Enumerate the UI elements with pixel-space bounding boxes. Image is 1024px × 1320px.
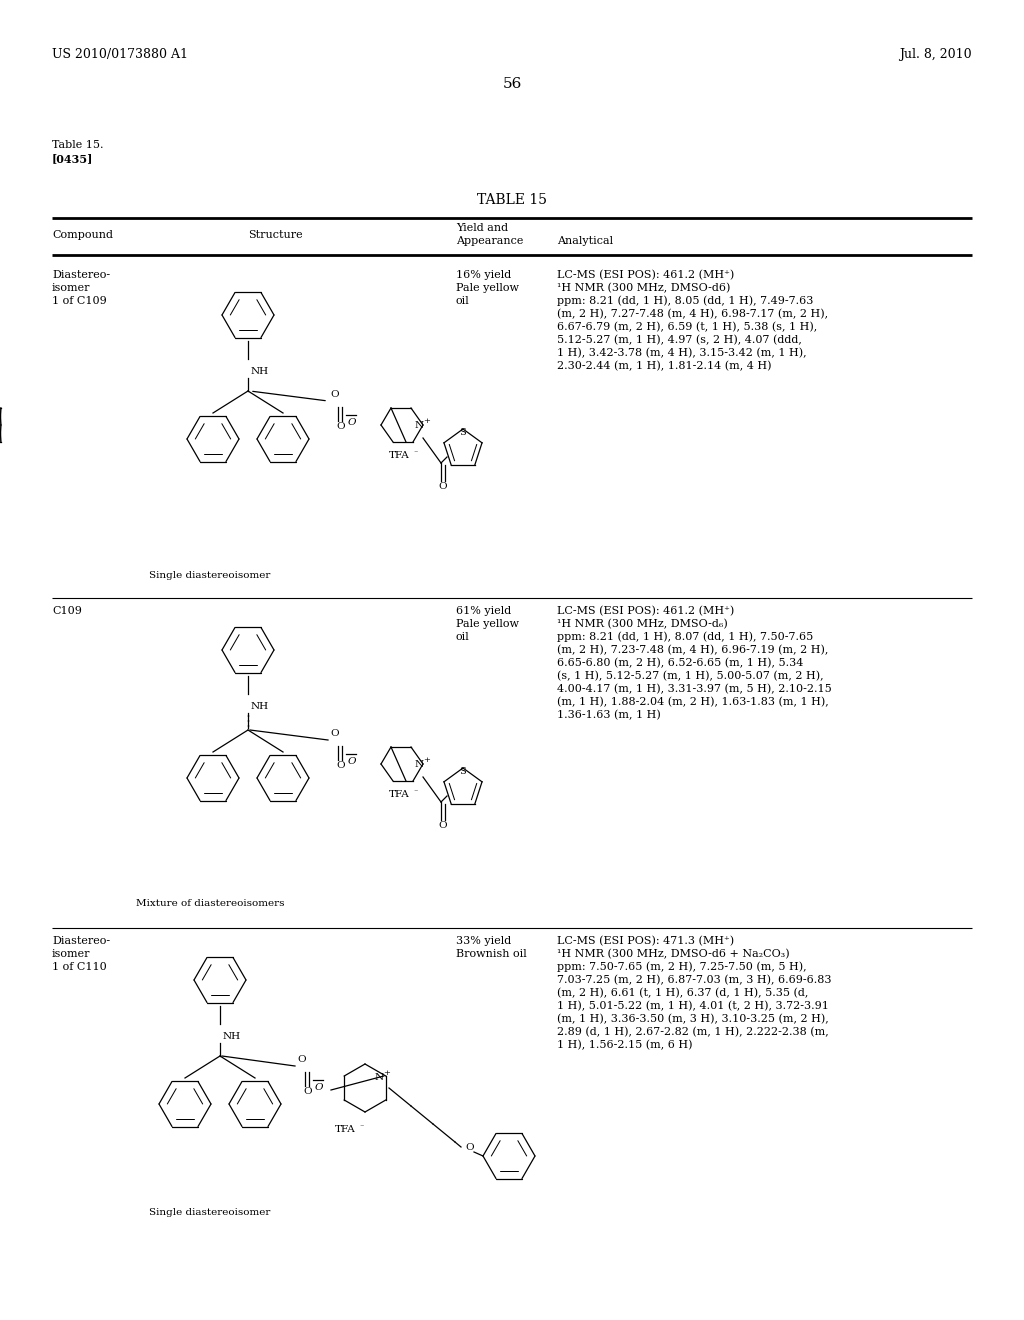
Text: ⁻: ⁻: [413, 789, 418, 797]
Text: 1 H), 5.01-5.22 (m, 1 H), 4.01 (t, 2 H), 3.72-3.91: 1 H), 5.01-5.22 (m, 1 H), 4.01 (t, 2 H),…: [557, 1001, 828, 1011]
Text: (m, 1 H), 1.88-2.04 (m, 2 H), 1.63-1.83 (m, 1 H),: (m, 1 H), 1.88-2.04 (m, 2 H), 1.63-1.83 …: [557, 697, 828, 708]
Text: C109: C109: [52, 606, 82, 616]
Text: O: O: [330, 389, 339, 399]
Text: 1.36-1.63 (m, 1 H): 1.36-1.63 (m, 1 H): [557, 710, 660, 719]
Text: 33% yield: 33% yield: [456, 936, 511, 946]
Text: LC-MS (ESI POS): 461.2 (MH⁺): LC-MS (ESI POS): 461.2 (MH⁺): [557, 269, 734, 280]
Text: O: O: [438, 821, 446, 830]
Text: 2.89 (d, 1 H), 2.67-2.82 (m, 1 H), 2.222-2.38 (m,: 2.89 (d, 1 H), 2.67-2.82 (m, 1 H), 2.222…: [557, 1027, 828, 1038]
Text: Table 15.: Table 15.: [52, 140, 103, 150]
Text: 7.03-7.25 (m, 2 H), 6.87-7.03 (m, 3 H), 6.69-6.83: 7.03-7.25 (m, 2 H), 6.87-7.03 (m, 3 H), …: [557, 974, 831, 985]
Text: NH: NH: [251, 367, 269, 376]
Text: 1 H), 3.42-3.78 (m, 4 H), 3.15-3.42 (m, 1 H),: 1 H), 3.42-3.78 (m, 4 H), 3.15-3.42 (m, …: [557, 347, 807, 358]
Text: Yield and: Yield and: [456, 223, 508, 234]
Text: ppm: 7.50-7.65 (m, 2 H), 7.25-7.50 (m, 5 H),: ppm: 7.50-7.65 (m, 2 H), 7.25-7.50 (m, 5…: [557, 961, 807, 972]
Text: (m, 2 H), 7.27-7.48 (m, 4 H), 6.98-7.17 (m, 2 H),: (m, 2 H), 7.27-7.48 (m, 4 H), 6.98-7.17 …: [557, 309, 828, 319]
Text: LC-MS (ESI POS): 471.3 (MH⁺): LC-MS (ESI POS): 471.3 (MH⁺): [557, 936, 734, 946]
Text: Diastereo-: Diastereo-: [52, 936, 111, 946]
Text: 6.65-6.80 (m, 2 H), 6.52-6.65 (m, 1 H), 5.34: 6.65-6.80 (m, 2 H), 6.52-6.65 (m, 1 H), …: [557, 657, 804, 668]
Text: N: N: [415, 421, 424, 430]
Text: 1 H), 1.56-2.15 (m, 6 H): 1 H), 1.56-2.15 (m, 6 H): [557, 1040, 692, 1049]
Text: ⁻: ⁻: [413, 450, 418, 458]
Text: O: O: [348, 418, 356, 426]
Text: S: S: [459, 767, 466, 776]
Text: N: N: [415, 760, 424, 770]
Text: 16% yield: 16% yield: [456, 271, 511, 280]
Text: ⁻: ⁻: [359, 1125, 364, 1133]
Text: NH: NH: [251, 702, 269, 711]
Text: Structure: Structure: [248, 230, 302, 240]
Text: TFA: TFA: [335, 1125, 355, 1134]
Text: +: +: [383, 1069, 390, 1077]
Text: (m, 1 H), 3.36-3.50 (m, 3 H), 3.10-3.25 (m, 2 H),: (m, 1 H), 3.36-3.50 (m, 3 H), 3.10-3.25 …: [557, 1014, 828, 1024]
Text: TFA: TFA: [389, 789, 410, 799]
Text: ppm: 8.21 (dd, 1 H), 8.05 (dd, 1 H), 7.49-7.63: ppm: 8.21 (dd, 1 H), 8.05 (dd, 1 H), 7.4…: [557, 296, 813, 306]
Text: isomer: isomer: [52, 282, 90, 293]
Text: O: O: [348, 756, 356, 766]
Text: O: O: [465, 1143, 474, 1152]
Text: Pale yellow: Pale yellow: [456, 619, 519, 630]
Text: ¹H NMR (300 MHz, DMSO-d6 + Na₂CO₃): ¹H NMR (300 MHz, DMSO-d6 + Na₂CO₃): [557, 949, 790, 960]
Text: LC-MS (ESI POS): 461.2 (MH⁺): LC-MS (ESI POS): 461.2 (MH⁺): [557, 606, 734, 616]
Text: NH: NH: [223, 1032, 241, 1041]
Text: O: O: [303, 1086, 311, 1096]
Text: Mixture of diastereoisomers: Mixture of diastereoisomers: [136, 899, 285, 908]
Text: 5.12-5.27 (m, 1 H), 4.97 (s, 2 H), 4.07 (ddd,: 5.12-5.27 (m, 1 H), 4.97 (s, 2 H), 4.07 …: [557, 335, 802, 345]
Text: +: +: [423, 417, 430, 425]
Text: Pale yellow: Pale yellow: [456, 282, 519, 293]
Text: ¹H NMR (300 MHz, DMSO-d6): ¹H NMR (300 MHz, DMSO-d6): [557, 282, 730, 293]
Text: O: O: [336, 762, 345, 770]
Text: isomer: isomer: [52, 949, 90, 960]
Text: Brownish oil: Brownish oil: [456, 949, 526, 960]
Text: 2.30-2.44 (m, 1 H), 1.81-2.14 (m, 4 H): 2.30-2.44 (m, 1 H), 1.81-2.14 (m, 4 H): [557, 360, 771, 371]
Text: Single diastereoisomer: Single diastereoisomer: [150, 572, 270, 579]
Text: (m, 2 H), 7.23-7.48 (m, 4 H), 6.96-7.19 (m, 2 H),: (m, 2 H), 7.23-7.48 (m, 4 H), 6.96-7.19 …: [557, 644, 828, 655]
Text: ¹H NMR (300 MHz, DMSO-d₆): ¹H NMR (300 MHz, DMSO-d₆): [557, 619, 728, 630]
Text: 6.67-6.79 (m, 2 H), 6.59 (t, 1 H), 5.38 (s, 1 H),: 6.67-6.79 (m, 2 H), 6.59 (t, 1 H), 5.38 …: [557, 322, 817, 333]
Text: O: O: [315, 1082, 324, 1092]
Text: Compound: Compound: [52, 230, 113, 240]
Text: 1 of C110: 1 of C110: [52, 962, 106, 972]
Text: S: S: [459, 428, 466, 437]
Text: 1 of C109: 1 of C109: [52, 296, 106, 306]
Text: 56: 56: [503, 77, 521, 91]
Text: ppm: 8.21 (dd, 1 H), 8.07 (dd, 1 H), 7.50-7.65: ppm: 8.21 (dd, 1 H), 8.07 (dd, 1 H), 7.5…: [557, 631, 813, 642]
Text: O: O: [330, 729, 339, 738]
Text: Diastereo-: Diastereo-: [52, 271, 111, 280]
Text: Single diastereoisomer: Single diastereoisomer: [150, 1208, 270, 1217]
Text: N: N: [375, 1073, 384, 1082]
Text: 4.00-4.17 (m, 1 H), 3.31-3.97 (m, 5 H), 2.10-2.15: 4.00-4.17 (m, 1 H), 3.31-3.97 (m, 5 H), …: [557, 684, 831, 694]
Text: Jul. 8, 2010: Jul. 8, 2010: [899, 48, 972, 61]
Text: O: O: [336, 422, 345, 432]
Text: TFA: TFA: [389, 451, 410, 459]
Text: O: O: [297, 1055, 305, 1064]
Text: [0435]: [0435]: [52, 153, 93, 164]
Text: oil: oil: [456, 296, 470, 306]
Text: O: O: [438, 482, 446, 491]
Text: Appearance: Appearance: [456, 236, 523, 246]
Text: TABLE 15: TABLE 15: [477, 193, 547, 207]
Text: (m, 2 H), 6.61 (t, 1 H), 6.37 (d, 1 H), 5.35 (d,: (m, 2 H), 6.61 (t, 1 H), 6.37 (d, 1 H), …: [557, 987, 808, 998]
Text: +: +: [423, 756, 430, 764]
Text: oil: oil: [456, 632, 470, 642]
Text: US 2010/0173880 A1: US 2010/0173880 A1: [52, 48, 188, 61]
Text: (s, 1 H), 5.12-5.27 (m, 1 H), 5.00-5.07 (m, 2 H),: (s, 1 H), 5.12-5.27 (m, 1 H), 5.00-5.07 …: [557, 671, 823, 681]
Text: Analytical: Analytical: [557, 236, 613, 246]
Text: 61% yield: 61% yield: [456, 606, 511, 616]
